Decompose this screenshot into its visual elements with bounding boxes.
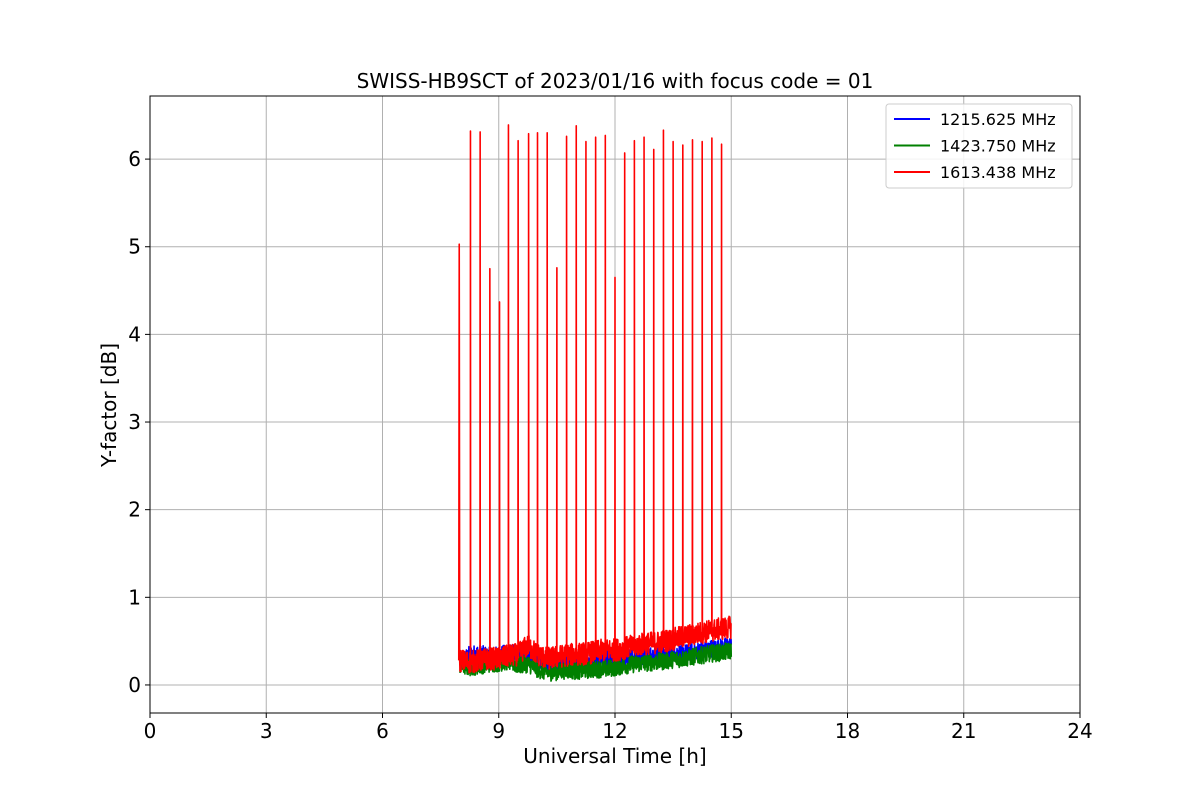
x-tick-label: 3: [260, 719, 273, 743]
legend-label-3: 1613.438 MHz: [940, 163, 1056, 182]
x-tick-label: 12: [602, 719, 627, 743]
y-tick-label: 5: [128, 235, 141, 259]
x-tick-label: 24: [1067, 719, 1092, 743]
y-tick-label: 6: [128, 147, 141, 171]
x-tick-label: 6: [376, 719, 389, 743]
legend: 1215.625 MHz 1423.750 MHz 1613.438 MHz: [885, 103, 1073, 189]
x-tick-label: 0: [144, 719, 157, 743]
y-tick-label: 3: [128, 410, 141, 434]
x-tick-label: 15: [719, 719, 744, 743]
legend-box: [885, 103, 1073, 189]
x-axis-label: Universal Time [h]: [523, 744, 706, 768]
x-tick-label: 9: [492, 719, 505, 743]
y-axis-label: Y-factor [dB]: [97, 343, 121, 468]
legend-label-1: 1215.625 MHz: [940, 110, 1056, 129]
y-tick-label: 2: [128, 498, 141, 522]
series-line-3: [457, 124, 732, 674]
legend-label-2: 1423.750 MHz: [940, 137, 1056, 156]
chart-title: SWISS-HB9SCT of 2023/01/16 with focus co…: [357, 69, 874, 93]
y-tick-label: 1: [128, 585, 141, 609]
plot-lines: [457, 124, 733, 682]
y-tick-label: 0: [128, 673, 141, 697]
y-tick-label: 4: [128, 322, 141, 346]
x-tick-label: 21: [951, 719, 976, 743]
x-tick-label: 18: [835, 719, 860, 743]
